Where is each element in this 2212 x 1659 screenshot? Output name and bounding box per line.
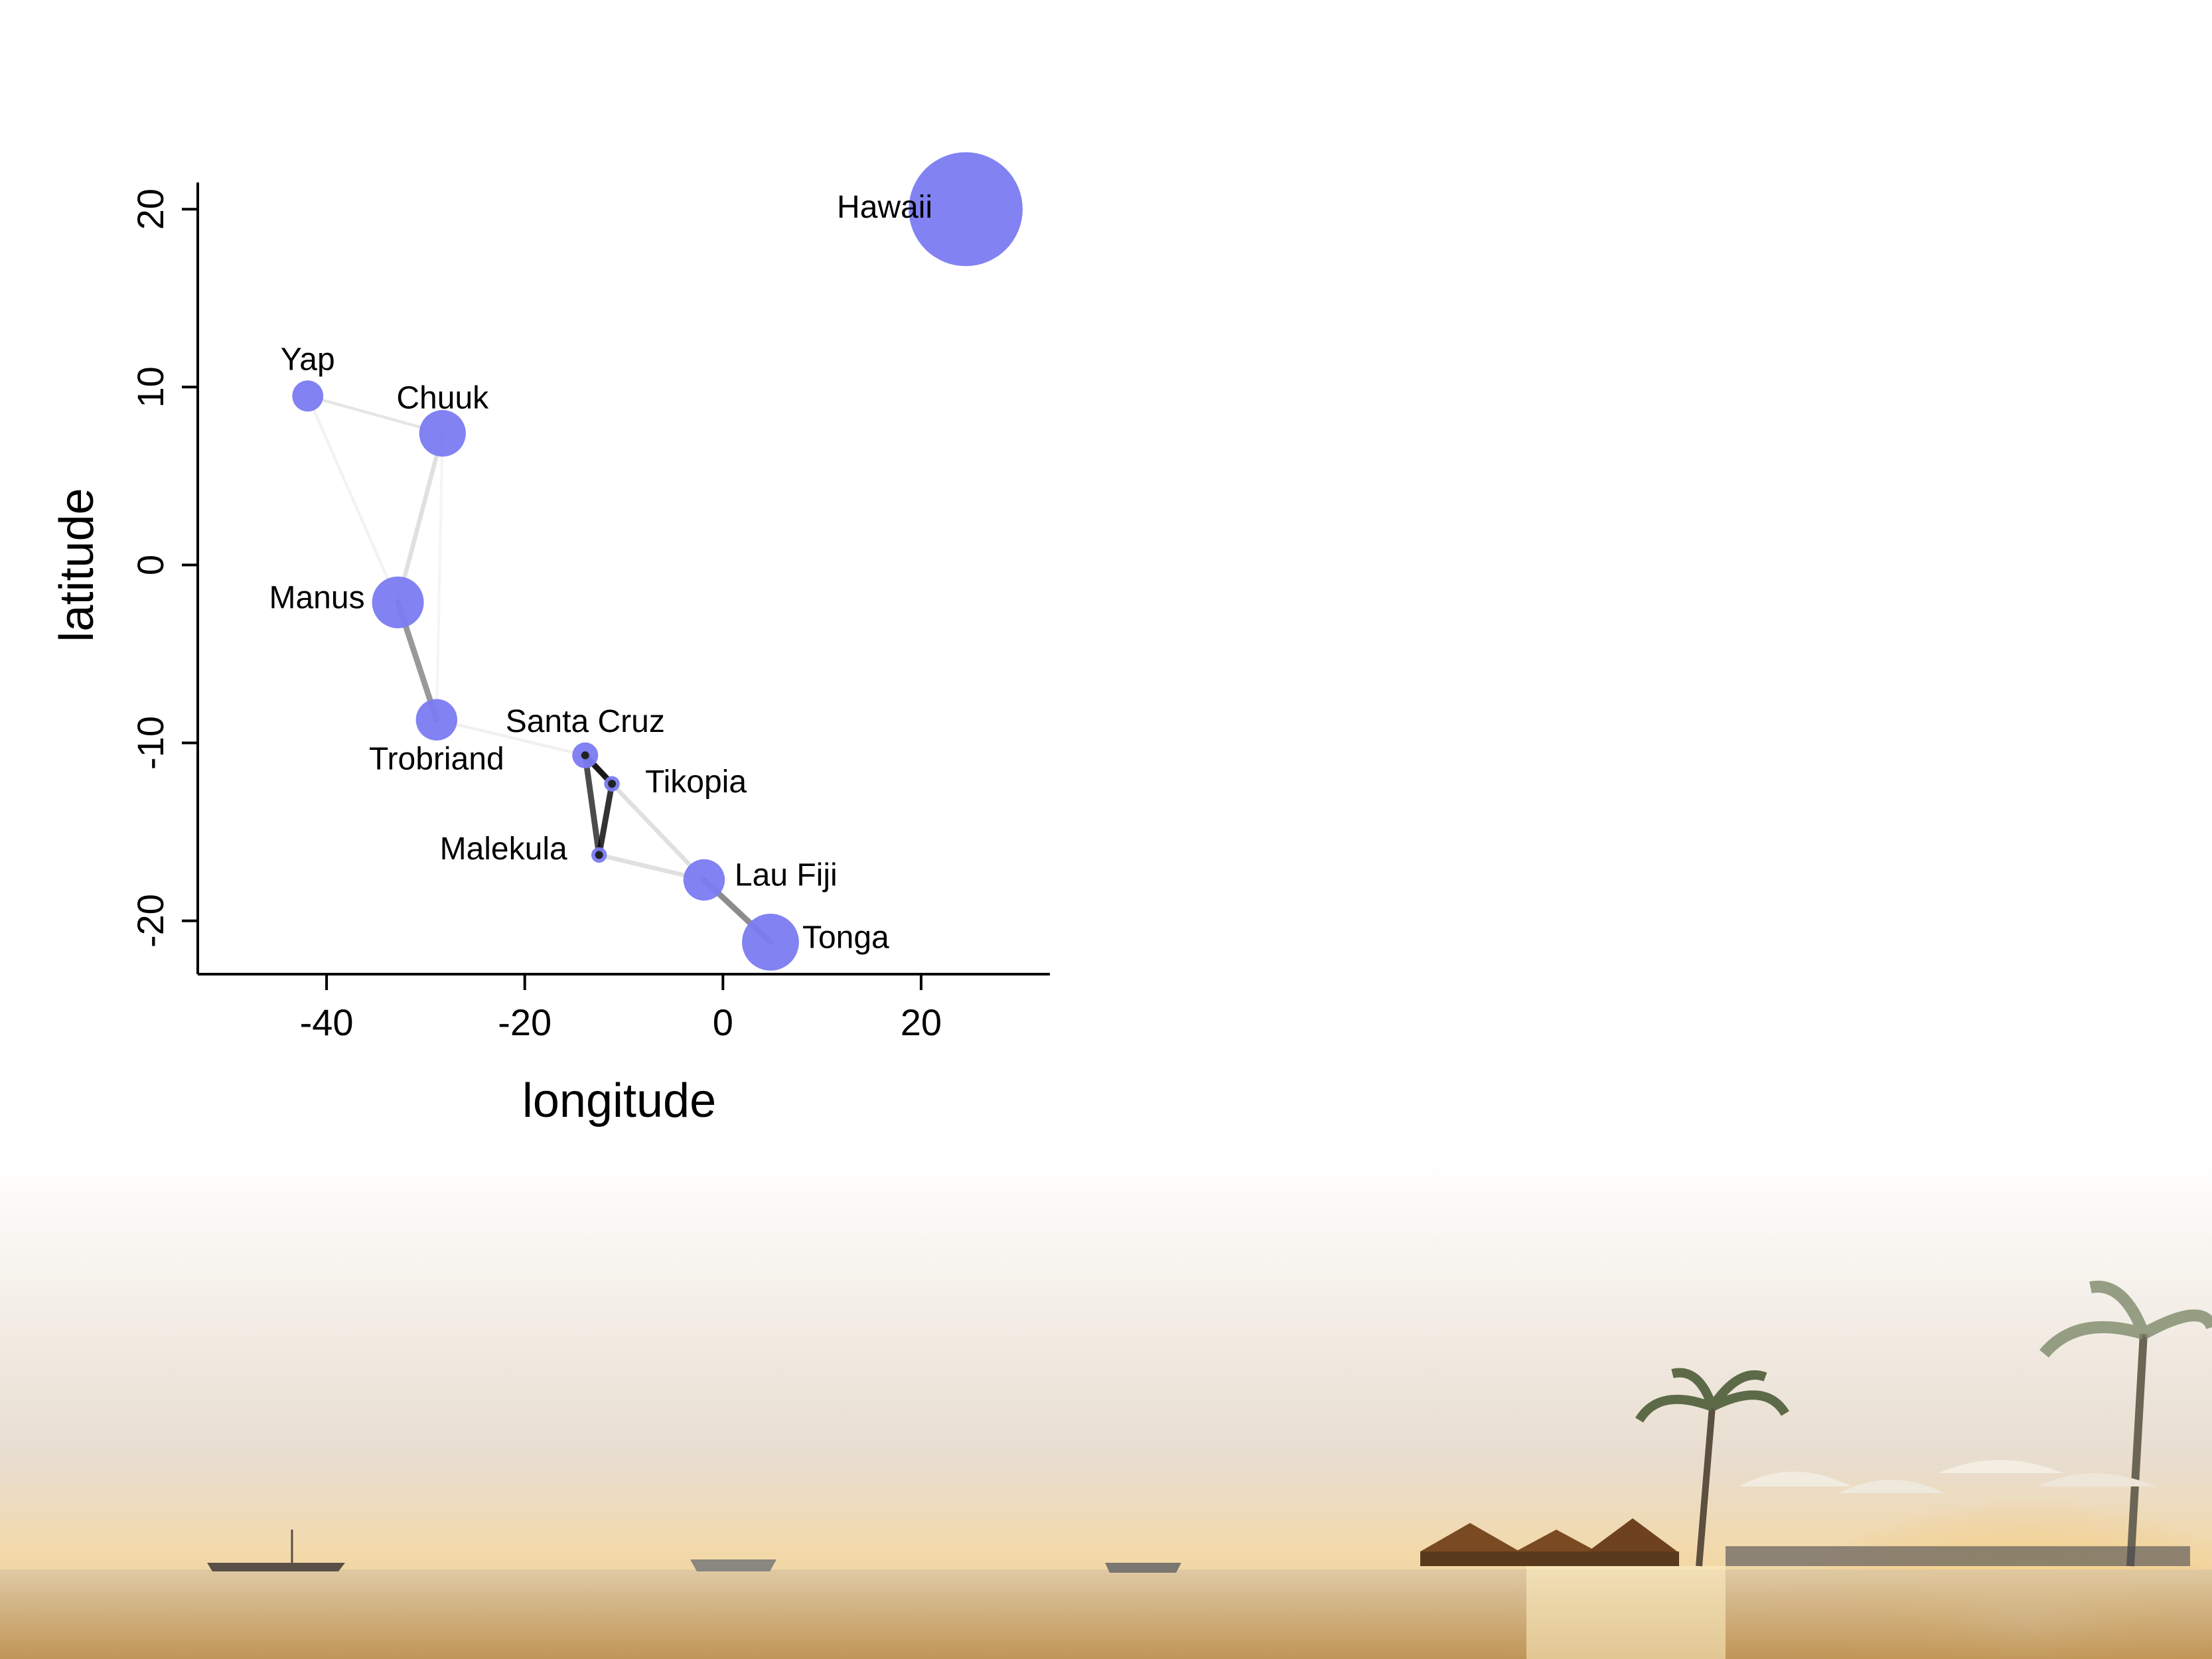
label-trobriand: Trobriand [369, 741, 504, 776]
edge-trobriand-santa-cruz [435, 718, 587, 757]
edge-tikopia-malekula [596, 780, 615, 858]
data-points [292, 152, 1023, 971]
edge-chuuk-trobriand [435, 431, 444, 721]
point-chuuk [419, 409, 466, 457]
y-tick-label: 0 [129, 555, 171, 575]
y-tick-label: -10 [129, 716, 171, 770]
point-core-tikopia [608, 780, 617, 788]
axes: -40 -20 0 20 20 10 0 -10 -20 [129, 182, 1050, 1043]
y-axis-ticks: 20 10 0 -10 -20 [129, 188, 198, 948]
label-chuuk: Chuuk [396, 381, 489, 416]
label-santa-cruz: Santa Cruz [506, 704, 665, 739]
x-tick-label: -40 [300, 1001, 354, 1043]
x-tick-label: 0 [713, 1001, 733, 1043]
y-axis-title: latitude [50, 488, 104, 642]
label-manus: Manus [269, 580, 365, 615]
point-yap [292, 380, 324, 412]
edge-yap-chuuk [306, 394, 444, 435]
label-hawaii: Hawaii [837, 190, 932, 225]
x-axis-title: longitude [522, 1074, 716, 1127]
edge-tikopia-lau-fiji [609, 781, 707, 883]
label-tonga: Tonga [802, 920, 889, 955]
label-tikopia: Tikopia [645, 764, 747, 800]
point-core-malekula [595, 851, 603, 859]
edge-yap-manus [306, 394, 400, 604]
x-tick-label: 20 [901, 1001, 942, 1043]
label-lau-fiji: Lau Fiji [735, 858, 838, 893]
point-trobriand [415, 699, 458, 741]
point-tonga [742, 913, 799, 971]
y-tick-label: 10 [129, 366, 171, 407]
point-manus [372, 576, 424, 628]
point-core-santa-cruz [581, 751, 589, 760]
point-hawaii [909, 152, 1023, 267]
y-tick-label: 20 [129, 188, 171, 230]
label-malekula: Malekula [440, 831, 567, 867]
x-tick-label: -20 [498, 1001, 552, 1043]
x-axis-ticks: -40 -20 0 20 [300, 974, 942, 1043]
label-yap: Yap [281, 342, 335, 377]
edge-chuuk-manus [396, 431, 445, 605]
y-tick-label: -20 [129, 894, 171, 948]
edge-santa-cruz-malekula [582, 752, 603, 858]
point-lau-fiji [683, 859, 725, 901]
